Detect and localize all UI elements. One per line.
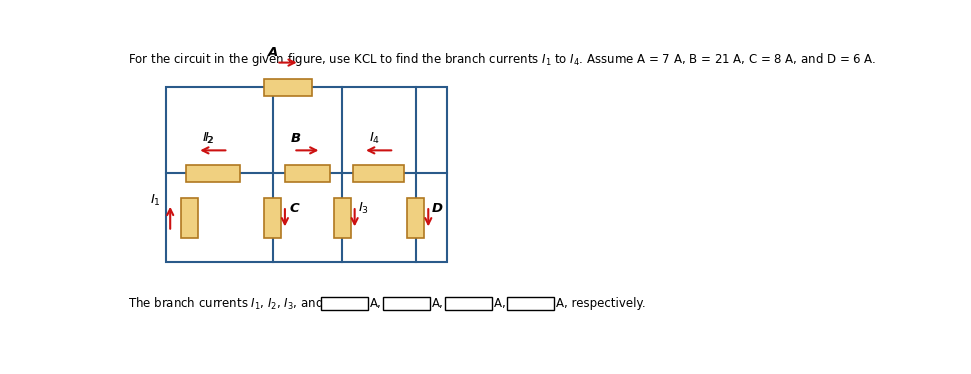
Bar [321,297,368,310]
Text: A, and: A, and [494,297,532,310]
Bar [408,198,424,238]
Text: A: A [267,46,278,59]
Text: A,: A, [370,297,382,310]
Text: B: B [290,132,301,144]
Text: $I_2$: $I_2$ [204,131,215,145]
Text: The branch currents $\it{I}_1$, $\it{I}_2$, $\it{I}_3$, and $\it{I}_4$ are: The branch currents $\it{I}_1$, $\it{I}_… [127,295,360,312]
Text: C: C [289,202,299,215]
Text: A,: A, [432,297,444,310]
Bar [507,297,553,310]
Bar [264,79,312,96]
Bar [285,165,330,182]
Bar [181,198,198,238]
Bar [264,198,281,238]
Text: D: D [432,202,443,215]
Text: A, respectively.: A, respectively. [556,297,646,310]
Text: $I_1$: $I_1$ [151,193,161,208]
Bar [446,297,492,310]
Text: For the circuit in the given figure, use KCL to find the branch currents $\it{I}: For the circuit in the given figure, use… [127,51,876,68]
Bar [166,87,447,262]
Bar [334,198,351,238]
Text: $I_4$: $I_4$ [369,131,381,145]
Text: $I_3$: $I_3$ [358,201,370,216]
Bar [384,297,430,310]
Bar [353,165,404,182]
Bar [185,165,240,182]
Text: $\/I_2$: $\/I_2$ [200,131,213,145]
